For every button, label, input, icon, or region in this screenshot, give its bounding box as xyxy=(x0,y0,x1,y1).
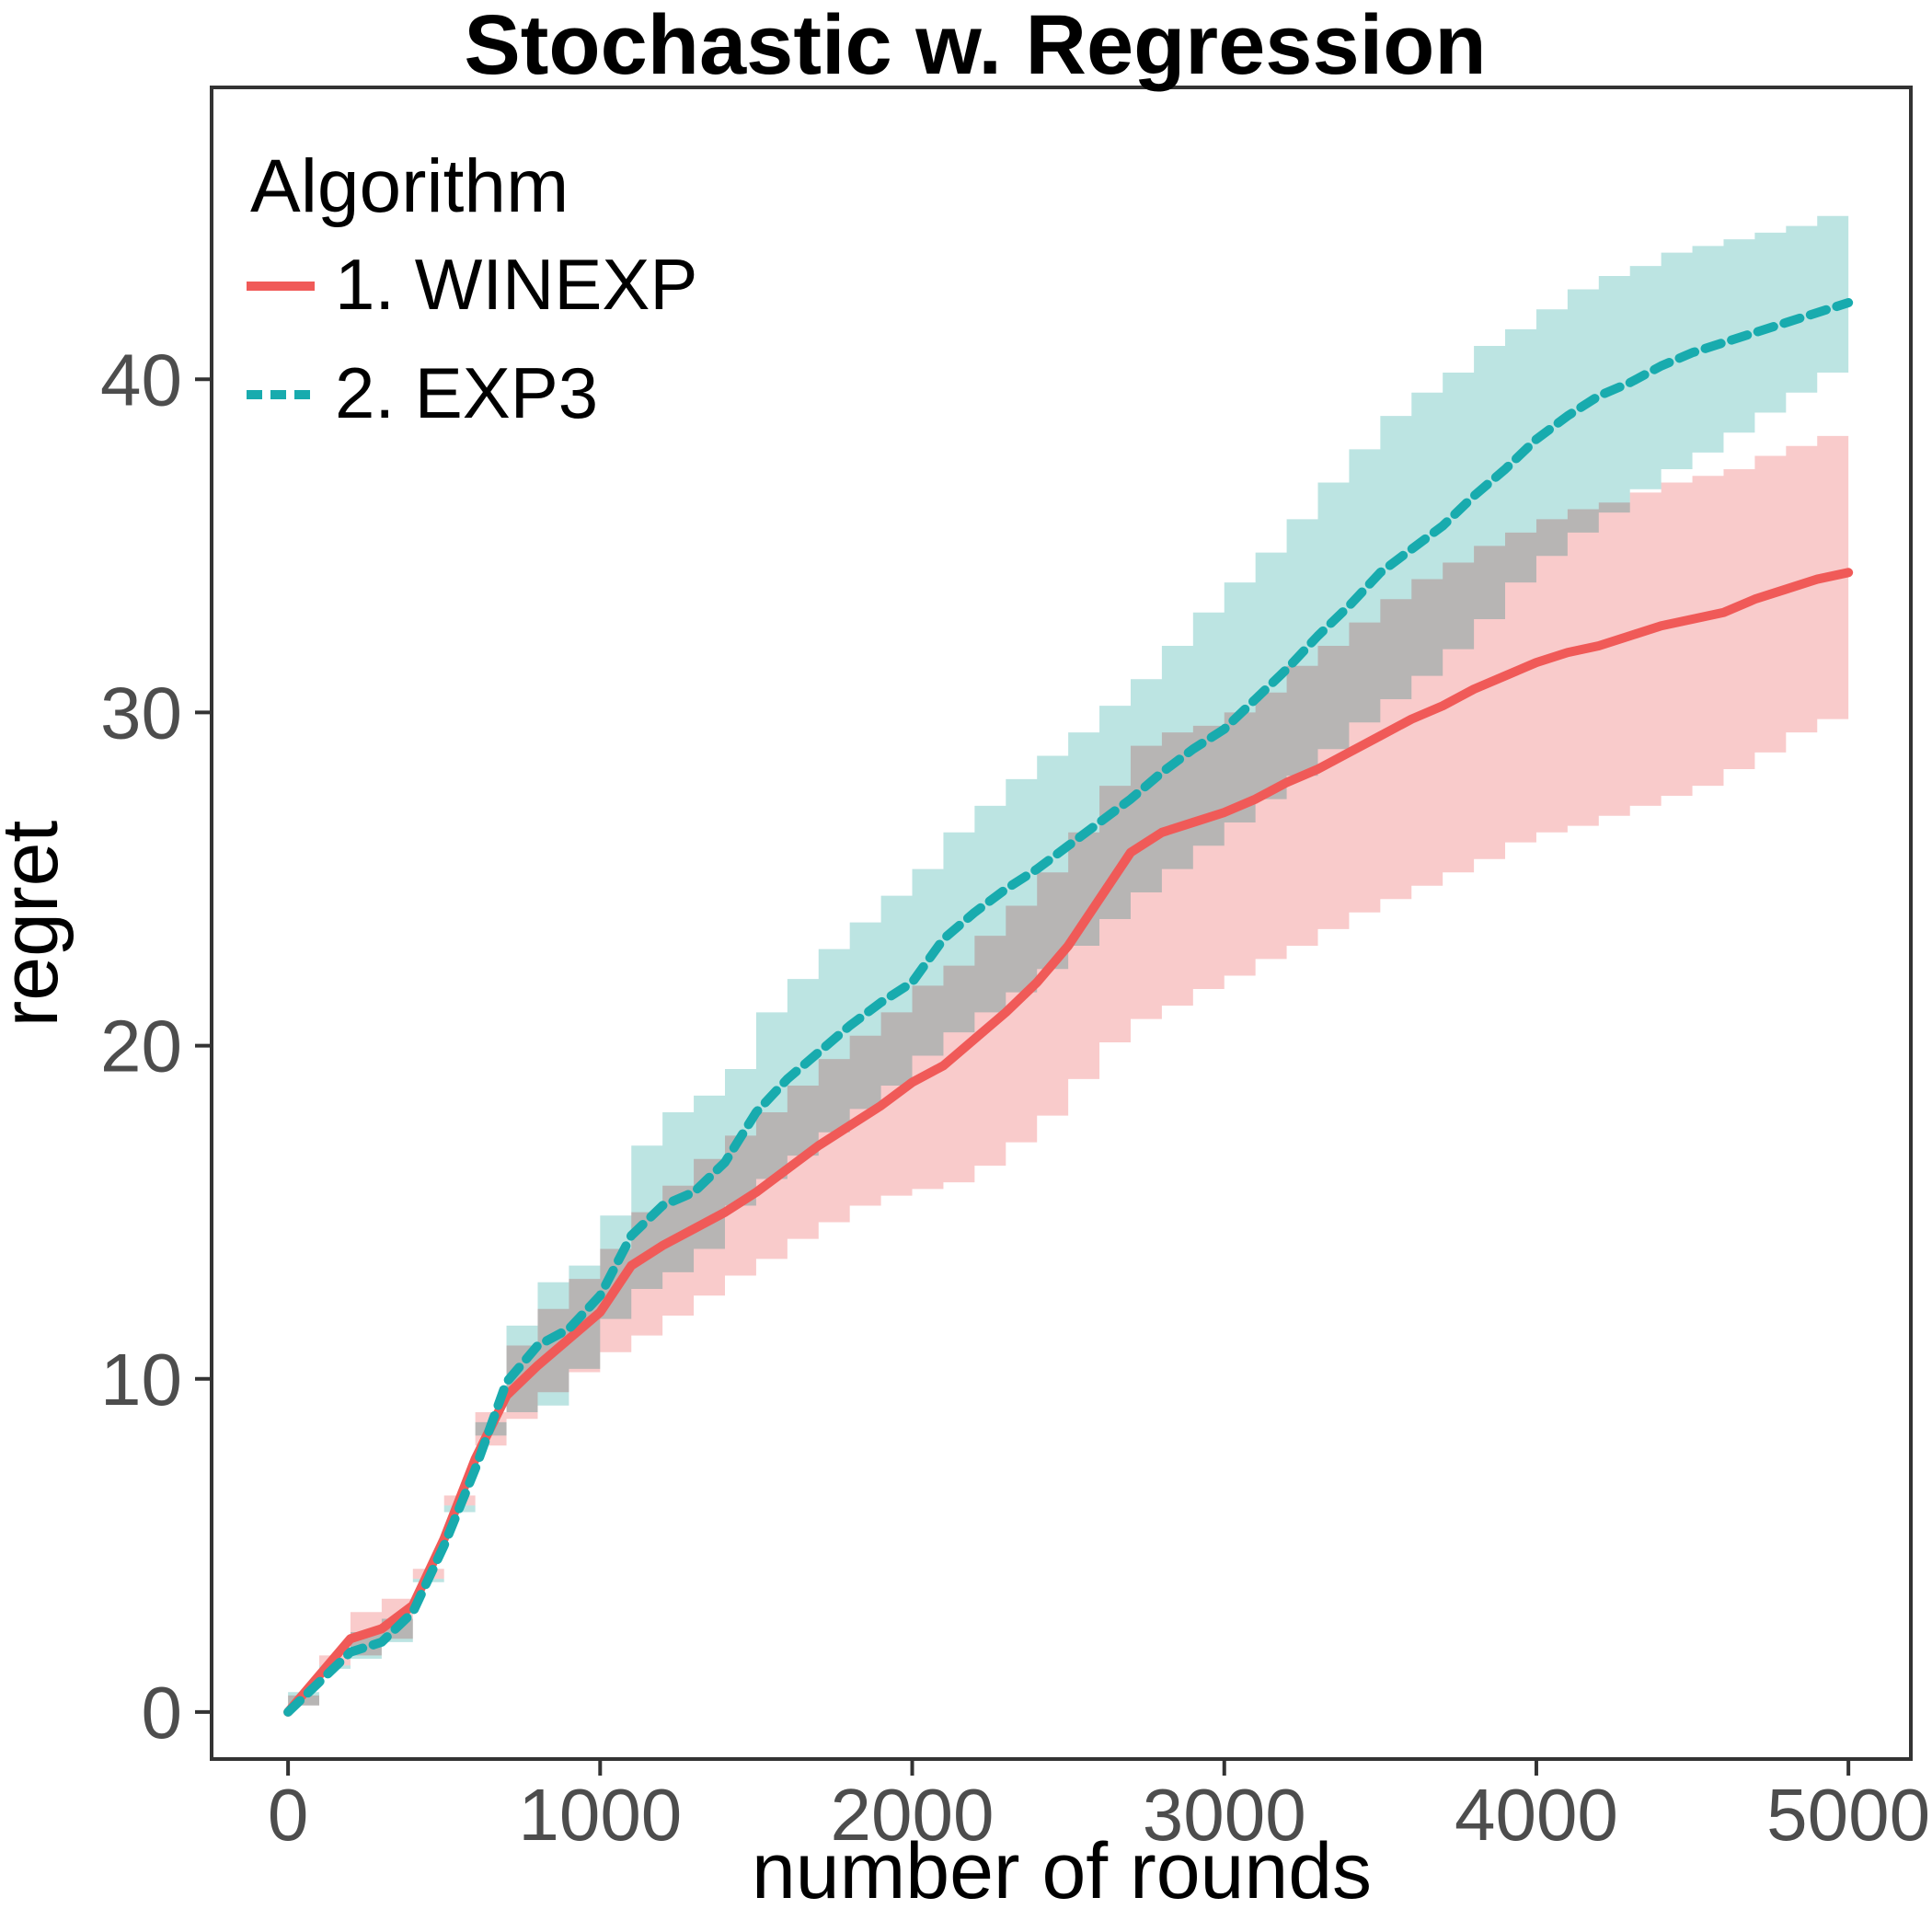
y-tick-label: 10 xyxy=(100,1339,182,1420)
y-tick-label: 40 xyxy=(100,339,182,420)
y-tick-label: 0 xyxy=(142,1672,183,1754)
legend: Algorithm 1. WINEXP 2. EXP3 xyxy=(247,144,697,433)
exp3-line xyxy=(283,297,1854,1717)
x-tick-label: 2000 xyxy=(831,1774,995,1856)
y-axis-ticks: 0 10 20 30 40 xyxy=(100,339,212,1754)
y-tick-label: 30 xyxy=(100,672,182,753)
x-tick-label: 5000 xyxy=(1766,1774,1930,1856)
chart-title: Stochastic w. Regression xyxy=(464,0,1486,92)
winexp-line xyxy=(283,568,1854,1717)
x-tick-label: 4000 xyxy=(1455,1774,1618,1856)
legend-label-winexp: 1. WINEXP xyxy=(335,244,697,325)
x-tick-label: 3000 xyxy=(1143,1774,1306,1856)
confidence-ribbons xyxy=(288,205,1849,1719)
exp3-confidence-ribbon xyxy=(288,205,1849,1719)
legend-item-exp3: 2. EXP3 xyxy=(247,352,598,433)
panel-border xyxy=(210,86,1913,1761)
y-tick-label: 20 xyxy=(100,1006,182,1087)
legend-title: Algorithm xyxy=(250,144,569,228)
series-lines xyxy=(283,297,1854,1717)
winexp-confidence-ribbon xyxy=(288,429,1849,1719)
x-tick-label: 1000 xyxy=(518,1774,682,1856)
y-axis-title: regret xyxy=(0,821,75,1028)
x-axis-title: number of rounds xyxy=(752,1827,1372,1915)
x-tick-label: 0 xyxy=(268,1774,309,1856)
legend-item-winexp: 1. WINEXP xyxy=(247,244,697,325)
legend-label-exp3: 2. EXP3 xyxy=(335,352,598,433)
x-axis-ticks: 0 1000 2000 3000 4000 5000 xyxy=(268,1759,1930,1856)
